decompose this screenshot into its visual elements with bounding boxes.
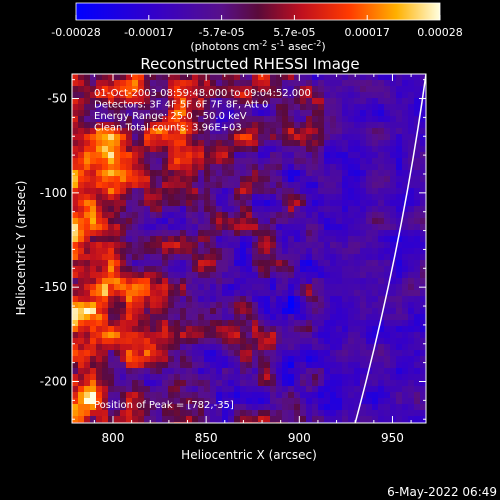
solar-limb-curve [354, 74, 426, 423]
colorbar-tick-label: -5.7e-05 [198, 26, 244, 39]
info-line: Energy Range: 25.0 - 50.0 keV [94, 111, 247, 122]
y-tick-label: -150 [40, 280, 67, 294]
info-line: Detectors: 3F 4F 5F 6F 7F 8F, Att 0 [94, 100, 268, 111]
plot-frame [71, 73, 427, 424]
colorbar: -0.00028 -0.00017 -5.7e-05 5.7e-05 0.00017 0.… [51, 2, 463, 53]
x-axis-label: Heliocentric X (arcsec) [181, 448, 317, 462]
x-tick-label: 800 [102, 431, 125, 445]
colorbar-tick-label: -0.00017 [124, 26, 173, 39]
x-tick-label: 900 [288, 431, 311, 445]
colorbar-tick-label: -0.00028 [51, 26, 100, 39]
y-tick-label: -50 [47, 92, 67, 106]
colorbar-bar [75, 2, 441, 21]
info-line: 01-Oct-2003 08:59:48.000 to 09:04:52.000 [94, 88, 311, 99]
observation-info: 01-Oct-2003 08:59:48.000 to 09:04:52.000… [94, 88, 311, 134]
y-tick-label: -100 [40, 186, 67, 200]
x-axis: 800 850 900 950 [93, 74, 412, 445]
colorbar-tick-label: 0.00017 [344, 26, 390, 39]
y-axis: -50 -100 -150 -200 [40, 79, 426, 420]
timestamp: 6-May-2022 06:49 [387, 485, 497, 499]
y-tick-label: -200 [40, 374, 67, 388]
x-tick-label: 850 [195, 431, 218, 445]
x-tick-label: 950 [381, 431, 404, 445]
peak-position-label: Position of Peak = [782,-35] [94, 400, 234, 411]
info-line: Clean Total counts: 3.96E+03 [94, 123, 242, 134]
colorbar-tick-label: 0.00028 [417, 26, 463, 39]
colorbar-tick-label: 5.7e-05 [273, 26, 315, 39]
y-axis-label: Heliocentric Y (arcsec) [14, 181, 28, 316]
chart-title: Reconstructed RHESSI Image [140, 55, 359, 73]
colorbar-unit: (photons cm-2 s-1 asec-2) [190, 39, 325, 53]
image-panel [71, 73, 427, 424]
